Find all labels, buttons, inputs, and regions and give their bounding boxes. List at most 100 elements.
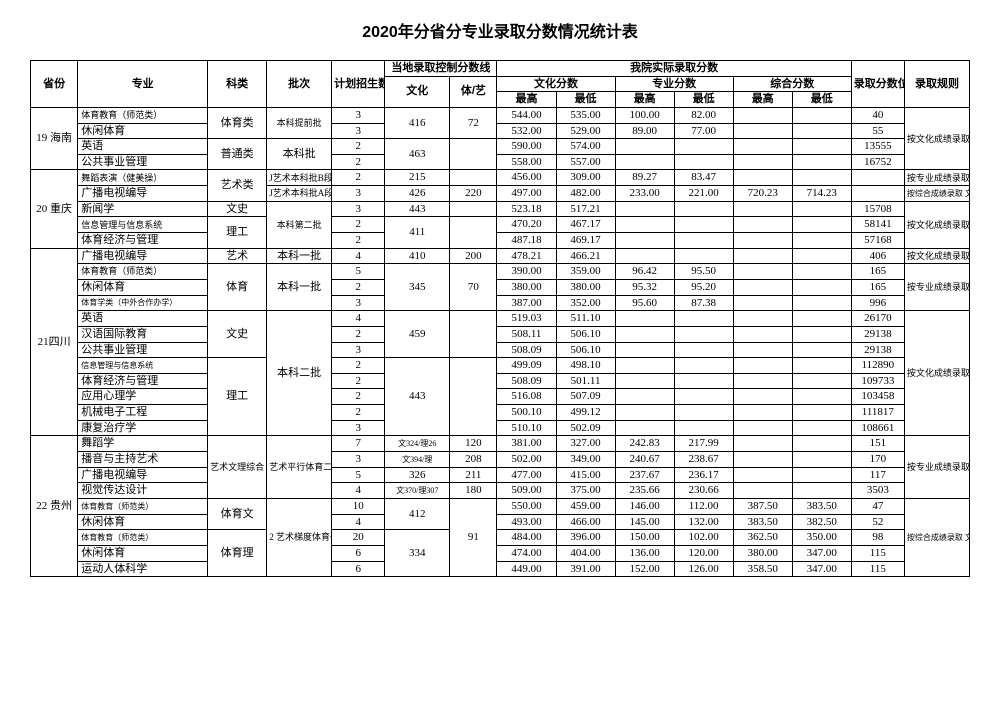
wmax: 508.09 <box>497 342 556 358</box>
zmax: 95.32 <box>615 279 674 295</box>
batch-cell: 本科第二批 <box>267 201 332 248</box>
cmax: 358.50 <box>733 561 792 577</box>
cmax: 383.50 <box>733 514 792 530</box>
rank-cell: 151 <box>851 436 904 452</box>
rule-cell: 按专业成绩录取 <box>904 436 969 499</box>
h-plan: 计划招生数 <box>332 61 385 108</box>
wmin: 309.00 <box>556 170 615 186</box>
plan-cell: 4 <box>332 248 385 264</box>
wmax: 550.00 <box>497 498 556 514</box>
wmin: 501.11 <box>556 373 615 389</box>
wenhua-cell: 345 <box>385 264 450 311</box>
plan-cell: 2 <box>332 154 385 170</box>
plan-cell: 4 <box>332 483 385 499</box>
zmin: 221.00 <box>674 186 733 202</box>
wenhua-cell: 文394/理 <box>385 452 450 468</box>
cmin: 347.00 <box>792 561 851 577</box>
wenhua-cell: 459 <box>385 311 450 358</box>
rank-cell: 170 <box>851 452 904 468</box>
wenhua-cell: 412 <box>385 498 450 529</box>
wenhua-cell: 215 <box>385 170 450 186</box>
wmin: 469.17 <box>556 233 615 249</box>
major-cell: 康复治疗学 <box>78 420 208 436</box>
wmax: 493.00 <box>497 514 556 530</box>
rank-cell: 52 <box>851 514 904 530</box>
tiyi-cell: 211 <box>450 467 497 483</box>
major-cell: 体育经济与管理 <box>78 373 208 389</box>
zmin: 120.00 <box>674 545 733 561</box>
major-cell: 广播电视编导 <box>78 467 208 483</box>
wmin: 349.00 <box>556 452 615 468</box>
wmax: 478.21 <box>497 248 556 264</box>
rank-cell: 47 <box>851 498 904 514</box>
zmin: 95.50 <box>674 264 733 280</box>
tiyi-cell: 91 <box>450 498 497 576</box>
major-cell: 广播电视编导 <box>78 186 208 202</box>
zmin: 87.38 <box>674 295 733 311</box>
plan-cell: 2 <box>332 326 385 342</box>
cat-cell: 体育文 <box>208 498 267 529</box>
cmin: 382.50 <box>792 514 851 530</box>
cmax: 387.50 <box>733 498 792 514</box>
wenhua-cell: 410 <box>385 248 450 264</box>
zmax: 89.00 <box>615 123 674 139</box>
plan-cell: 4 <box>332 311 385 327</box>
rank-cell: 108661 <box>851 420 904 436</box>
plan-cell: 3 <box>332 107 385 123</box>
wmax: 487.18 <box>497 233 556 249</box>
cmin: 347.00 <box>792 545 851 561</box>
rule-cell: 按专业成绩录取 <box>904 170 969 186</box>
plan-cell: 2 <box>332 217 385 233</box>
zmax: 100.00 <box>615 107 674 123</box>
h-min: 最低 <box>674 92 733 108</box>
h-category: 科类 <box>208 61 267 108</box>
zmin: 230.66 <box>674 483 733 499</box>
major-cell: 体育学类（中外合作办学） <box>78 295 208 311</box>
rank-cell: 29138 <box>851 326 904 342</box>
plan-cell: 2 <box>332 373 385 389</box>
plan-cell: 6 <box>332 561 385 577</box>
rank-cell: 98 <box>851 530 904 546</box>
major-cell: 新闻学 <box>78 201 208 217</box>
rank-cell: 3503 <box>851 483 904 499</box>
page-title: 2020年分省分专业录取分数情况统计表 <box>30 18 970 42</box>
wmin: 498.10 <box>556 358 615 374</box>
major-cell: 公共事业管理 <box>78 154 208 170</box>
wmax: 519.03 <box>497 311 556 327</box>
plan-cell: 2 <box>332 139 385 155</box>
zmax: 136.00 <box>615 545 674 561</box>
major-cell: 机械电子工程 <box>78 405 208 421</box>
wmin: 466.00 <box>556 514 615 530</box>
batch-cell: 本科二批 <box>267 311 332 436</box>
wmin: 482.00 <box>556 186 615 202</box>
major-cell: 信息管理与信息系统 <box>78 358 208 374</box>
h-rule: 录取规则 <box>904 61 969 108</box>
h-province: 省份 <box>31 61 78 108</box>
major-cell: 舞蹈表演（健美操） <box>78 170 208 186</box>
major-cell: 英语 <box>78 139 208 155</box>
rank-cell: 112890 <box>851 358 904 374</box>
province-cell: 21四川 <box>31 248 78 436</box>
wenhua-cell: 443 <box>385 201 450 217</box>
wmax: 590.00 <box>497 139 556 155</box>
major-cell: 休闲体育 <box>78 545 208 561</box>
major-cell: 体育教育（师范类） <box>78 530 208 546</box>
rank-cell: 109733 <box>851 373 904 389</box>
wmax: 474.00 <box>497 545 556 561</box>
wmax: 508.11 <box>497 326 556 342</box>
plan-cell: 2 <box>332 279 385 295</box>
plan-cell: 2 <box>332 358 385 374</box>
zmin: 82.00 <box>674 107 733 123</box>
province-cell: 20 重庆 <box>31 170 78 248</box>
rank-cell: 406 <box>851 248 904 264</box>
zmax: 146.00 <box>615 498 674 514</box>
zmin: 95.20 <box>674 279 733 295</box>
batch-cell: 本科一批 <box>267 248 332 264</box>
wenhua-cell: 443 <box>385 358 450 436</box>
wmin: 459.00 <box>556 498 615 514</box>
major-cell: 体育经济与管理 <box>78 233 208 249</box>
h-sub-zhuanye: 专业分数 <box>615 76 733 92</box>
wmin: 327.00 <box>556 436 615 452</box>
wmax: 390.00 <box>497 264 556 280</box>
zmin: 77.00 <box>674 123 733 139</box>
